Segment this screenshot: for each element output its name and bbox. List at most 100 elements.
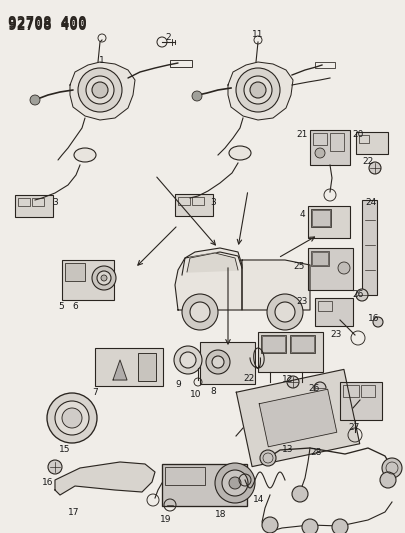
Text: 19: 19 bbox=[160, 515, 171, 524]
Text: 14: 14 bbox=[253, 495, 264, 504]
Circle shape bbox=[48, 460, 62, 474]
Circle shape bbox=[47, 393, 97, 443]
Bar bbox=[290, 335, 315, 353]
Circle shape bbox=[174, 346, 202, 374]
Circle shape bbox=[244, 76, 272, 104]
Bar bbox=[359, 135, 369, 143]
Text: 1: 1 bbox=[99, 56, 105, 65]
Text: 6: 6 bbox=[72, 302, 78, 311]
Text: 5: 5 bbox=[58, 302, 64, 311]
Bar bbox=[362, 200, 377, 295]
Text: 22: 22 bbox=[244, 374, 255, 383]
Bar bbox=[343, 385, 359, 397]
Text: 17: 17 bbox=[68, 508, 79, 517]
Circle shape bbox=[287, 376, 299, 388]
Text: 10: 10 bbox=[190, 390, 202, 399]
Circle shape bbox=[180, 352, 196, 368]
Bar bbox=[15, 195, 53, 217]
Bar bbox=[162, 464, 247, 506]
Circle shape bbox=[260, 450, 276, 466]
Circle shape bbox=[86, 76, 114, 104]
Circle shape bbox=[356, 289, 368, 301]
Polygon shape bbox=[236, 369, 360, 466]
Text: 20: 20 bbox=[352, 130, 363, 139]
Circle shape bbox=[206, 350, 230, 374]
Text: 12: 12 bbox=[282, 375, 293, 384]
Circle shape bbox=[62, 408, 82, 428]
Bar bbox=[258, 332, 323, 372]
Text: 25: 25 bbox=[294, 262, 305, 271]
Bar bbox=[95, 348, 163, 386]
Circle shape bbox=[97, 271, 111, 285]
Circle shape bbox=[262, 517, 278, 533]
Polygon shape bbox=[242, 260, 310, 310]
Bar bbox=[18, 198, 30, 206]
Bar bbox=[308, 248, 353, 290]
Polygon shape bbox=[55, 462, 155, 495]
Bar bbox=[311, 209, 331, 227]
Polygon shape bbox=[113, 360, 127, 380]
Circle shape bbox=[215, 463, 255, 503]
Bar bbox=[165, 467, 205, 485]
Text: 3: 3 bbox=[210, 198, 216, 207]
Bar bbox=[315, 298, 353, 326]
Text: 8: 8 bbox=[210, 387, 216, 396]
Circle shape bbox=[380, 472, 396, 488]
Text: 9: 9 bbox=[175, 380, 181, 389]
Circle shape bbox=[315, 148, 325, 158]
Text: 28: 28 bbox=[310, 448, 322, 457]
Bar bbox=[200, 342, 255, 384]
Ellipse shape bbox=[74, 148, 96, 162]
Circle shape bbox=[369, 162, 381, 174]
Text: 27: 27 bbox=[348, 423, 359, 432]
Circle shape bbox=[101, 275, 107, 281]
Circle shape bbox=[78, 68, 122, 112]
Polygon shape bbox=[70, 62, 135, 120]
Circle shape bbox=[212, 356, 224, 368]
Bar bbox=[340, 382, 382, 420]
Text: 21: 21 bbox=[296, 130, 308, 139]
Circle shape bbox=[275, 302, 295, 322]
Text: 2: 2 bbox=[165, 33, 171, 42]
Circle shape bbox=[222, 470, 248, 496]
Bar bbox=[175, 194, 213, 216]
Text: 26: 26 bbox=[308, 384, 320, 393]
Circle shape bbox=[332, 519, 348, 533]
Circle shape bbox=[190, 302, 210, 322]
Circle shape bbox=[192, 91, 202, 101]
Circle shape bbox=[302, 519, 318, 533]
Bar bbox=[312, 210, 330, 226]
Bar bbox=[312, 252, 328, 265]
Bar bbox=[178, 197, 190, 205]
Text: 26: 26 bbox=[352, 290, 363, 299]
Bar bbox=[308, 206, 350, 238]
Polygon shape bbox=[175, 248, 242, 310]
Bar bbox=[138, 353, 156, 381]
Text: 18: 18 bbox=[215, 510, 226, 519]
Circle shape bbox=[182, 294, 218, 330]
Circle shape bbox=[236, 68, 280, 112]
Bar bbox=[262, 336, 285, 352]
Text: 7: 7 bbox=[92, 388, 98, 397]
Bar bbox=[291, 336, 314, 352]
Bar bbox=[192, 197, 204, 205]
Text: 13: 13 bbox=[282, 445, 294, 454]
Circle shape bbox=[92, 82, 108, 98]
Bar bbox=[62, 260, 114, 300]
Bar bbox=[361, 385, 375, 397]
Circle shape bbox=[229, 477, 241, 489]
Bar bbox=[330, 133, 344, 151]
Bar bbox=[32, 198, 44, 206]
Bar bbox=[170, 60, 192, 67]
Bar bbox=[356, 132, 388, 154]
Text: 92708 400: 92708 400 bbox=[8, 16, 87, 31]
Circle shape bbox=[292, 486, 308, 502]
Polygon shape bbox=[228, 62, 293, 120]
Bar bbox=[313, 133, 327, 145]
Text: 23: 23 bbox=[330, 330, 341, 339]
Circle shape bbox=[267, 294, 303, 330]
Bar bbox=[65, 263, 85, 281]
Text: 16: 16 bbox=[368, 314, 379, 323]
Polygon shape bbox=[259, 389, 337, 447]
Bar bbox=[318, 301, 332, 311]
